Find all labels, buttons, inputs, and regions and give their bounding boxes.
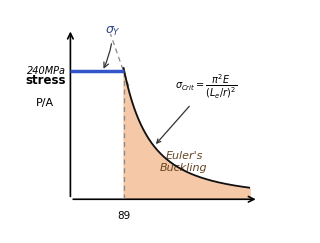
Text: P/A: P/A bbox=[36, 98, 54, 108]
Text: stress: stress bbox=[25, 74, 66, 87]
Text: $\sigma_Y$: $\sigma_Y$ bbox=[104, 25, 121, 68]
Text: 240MPa: 240MPa bbox=[27, 66, 66, 76]
Text: Euler's
Buckling: Euler's Buckling bbox=[160, 151, 208, 173]
Text: 89: 89 bbox=[117, 211, 130, 221]
Text: $\sigma_{Crit} = \dfrac{\pi^2 E}{(L_e/r)^2}$: $\sigma_{Crit} = \dfrac{\pi^2 E}{(L_e/r)… bbox=[157, 73, 237, 143]
